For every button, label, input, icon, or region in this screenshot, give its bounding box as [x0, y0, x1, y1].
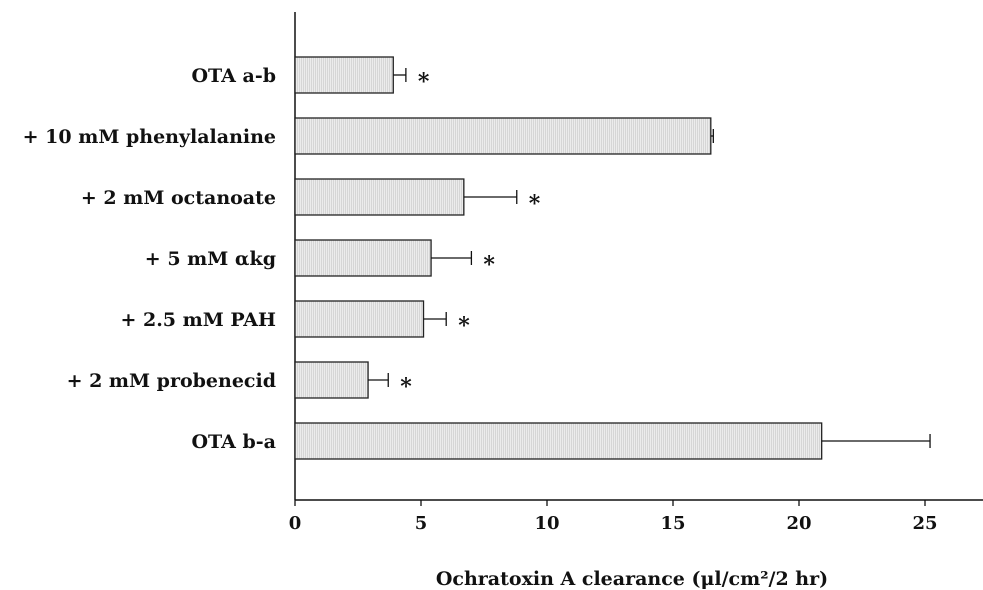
bar — [294, 56, 394, 94]
significance-marks: * * * * * — [400, 69, 541, 400]
bar — [294, 300, 425, 338]
significance-star: * — [458, 313, 470, 339]
significance-star: * — [483, 252, 495, 278]
x-ticks: 0 5 10 15 20 25 — [289, 500, 938, 534]
bar — [294, 117, 712, 155]
category-label: OTA a-b — [192, 65, 277, 87]
category-label: OTA b-a — [192, 431, 277, 453]
bar — [294, 239, 432, 277]
category-labels: OTA a-b + 10 mM phenylalanine + 2 mM octan… — [23, 65, 276, 453]
x-tick-label: 10 — [534, 513, 559, 534]
bar — [294, 422, 823, 460]
x-tick-label: 0 — [289, 513, 302, 534]
category-label: + 10 mM phenylalanine — [23, 126, 276, 148]
significance-star: * — [529, 191, 541, 217]
x-tick-label: 15 — [660, 513, 685, 534]
x-tick-label: 5 — [415, 513, 428, 534]
category-label: + 2 mM probenecid — [67, 370, 276, 392]
x-tick-label: 20 — [786, 513, 811, 534]
significance-star: * — [400, 374, 412, 400]
category-label: + 2.5 mM PAH — [120, 309, 276, 331]
error-bars — [368, 68, 931, 448]
x-axis-title: Ochratoxin A clearance (μl/cm²/2 hr) — [436, 568, 828, 590]
x-tick-label: 25 — [912, 513, 937, 534]
bars — [294, 56, 823, 460]
category-label: + 2 mM octanoate — [81, 187, 276, 209]
category-label: + 5 mM αkg — [145, 248, 276, 270]
significance-star: * — [418, 69, 430, 95]
bar — [294, 178, 465, 216]
bar — [294, 361, 369, 399]
